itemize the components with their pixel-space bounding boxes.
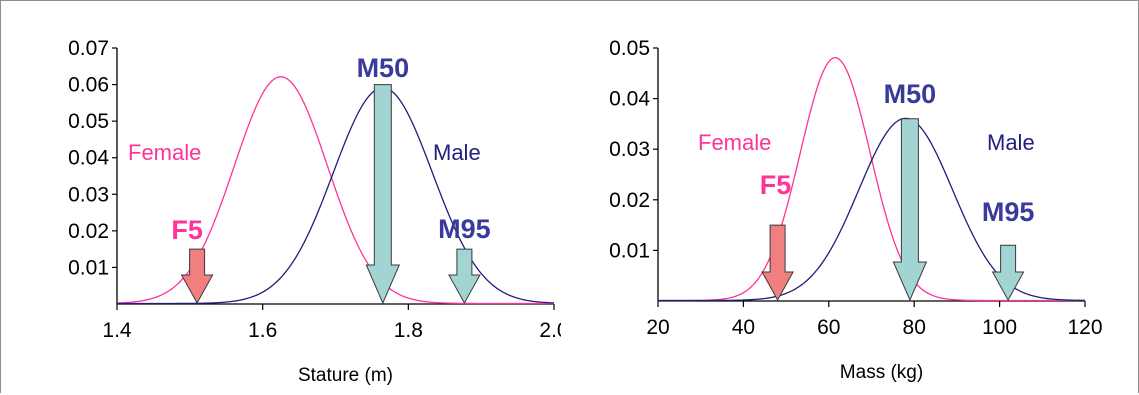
y-tick-label: 0.02 [68,220,109,243]
y-tick-label: 0.02 [609,189,650,212]
x-tick-label: 1.8 [394,319,423,342]
x-tick-label: 120 [1067,316,1102,339]
f5-arrow [761,224,794,302]
x-tick-label: 100 [982,316,1017,339]
y-tick-label: 0.04 [68,147,109,170]
mass-chart: 0.05 0.04 0.03 0.02 0.01 20 40 60 80 100 120 Mass (… [609,37,1102,383]
y-tick-label: 0.04 [609,88,650,111]
y-tick-label: 0.06 [68,74,109,97]
x-tick-label: 60 [817,316,840,339]
m50-arrow [892,118,928,302]
y-tick-label: 0.01 [68,256,109,279]
female-label: Female [698,130,771,155]
m50-label: M50 [357,53,410,83]
y-tick-label: 0.03 [68,183,109,206]
x-tick-label: 1.6 [248,319,277,342]
male-label: Male [433,140,481,165]
male-label: Male [987,130,1035,155]
male-curve [117,87,555,305]
female-label: Female [128,140,201,165]
m50-label: M50 [884,79,937,109]
m50-arrow [365,84,401,305]
y-tick-label: 0.01 [609,239,650,262]
m95-arrow [448,248,481,305]
y-tick-label: 0.05 [68,110,109,133]
y-tick-label: 0.07 [68,37,109,60]
x-tick-label: 2.0 [539,319,561,342]
f5-label: F5 [171,215,203,245]
f5-label: F5 [760,170,792,200]
female-curve [658,56,1085,302]
x-tick-label: 20 [646,316,669,339]
m95-label: M95 [438,214,491,244]
y-tick-label: 0.05 [609,37,650,60]
x-axis-title: Mass (kg) [840,362,923,383]
f5-arrow [180,248,214,305]
stature-chart: 0.07 0.06 0.05 0.04 0.03 0.02 0.01 1.4 1.6 1.8 2.0… [68,37,561,386]
m95-arrow [991,244,1025,302]
y-tick-label: 0.03 [609,138,650,161]
m95-label: M95 [982,197,1035,227]
x-tick-label: 1.4 [102,319,132,342]
x-tick-label: 80 [903,316,926,339]
x-axis-title: Stature (m) [298,365,393,386]
female-curve [116,76,554,305]
x-tick-label: 40 [732,316,755,339]
